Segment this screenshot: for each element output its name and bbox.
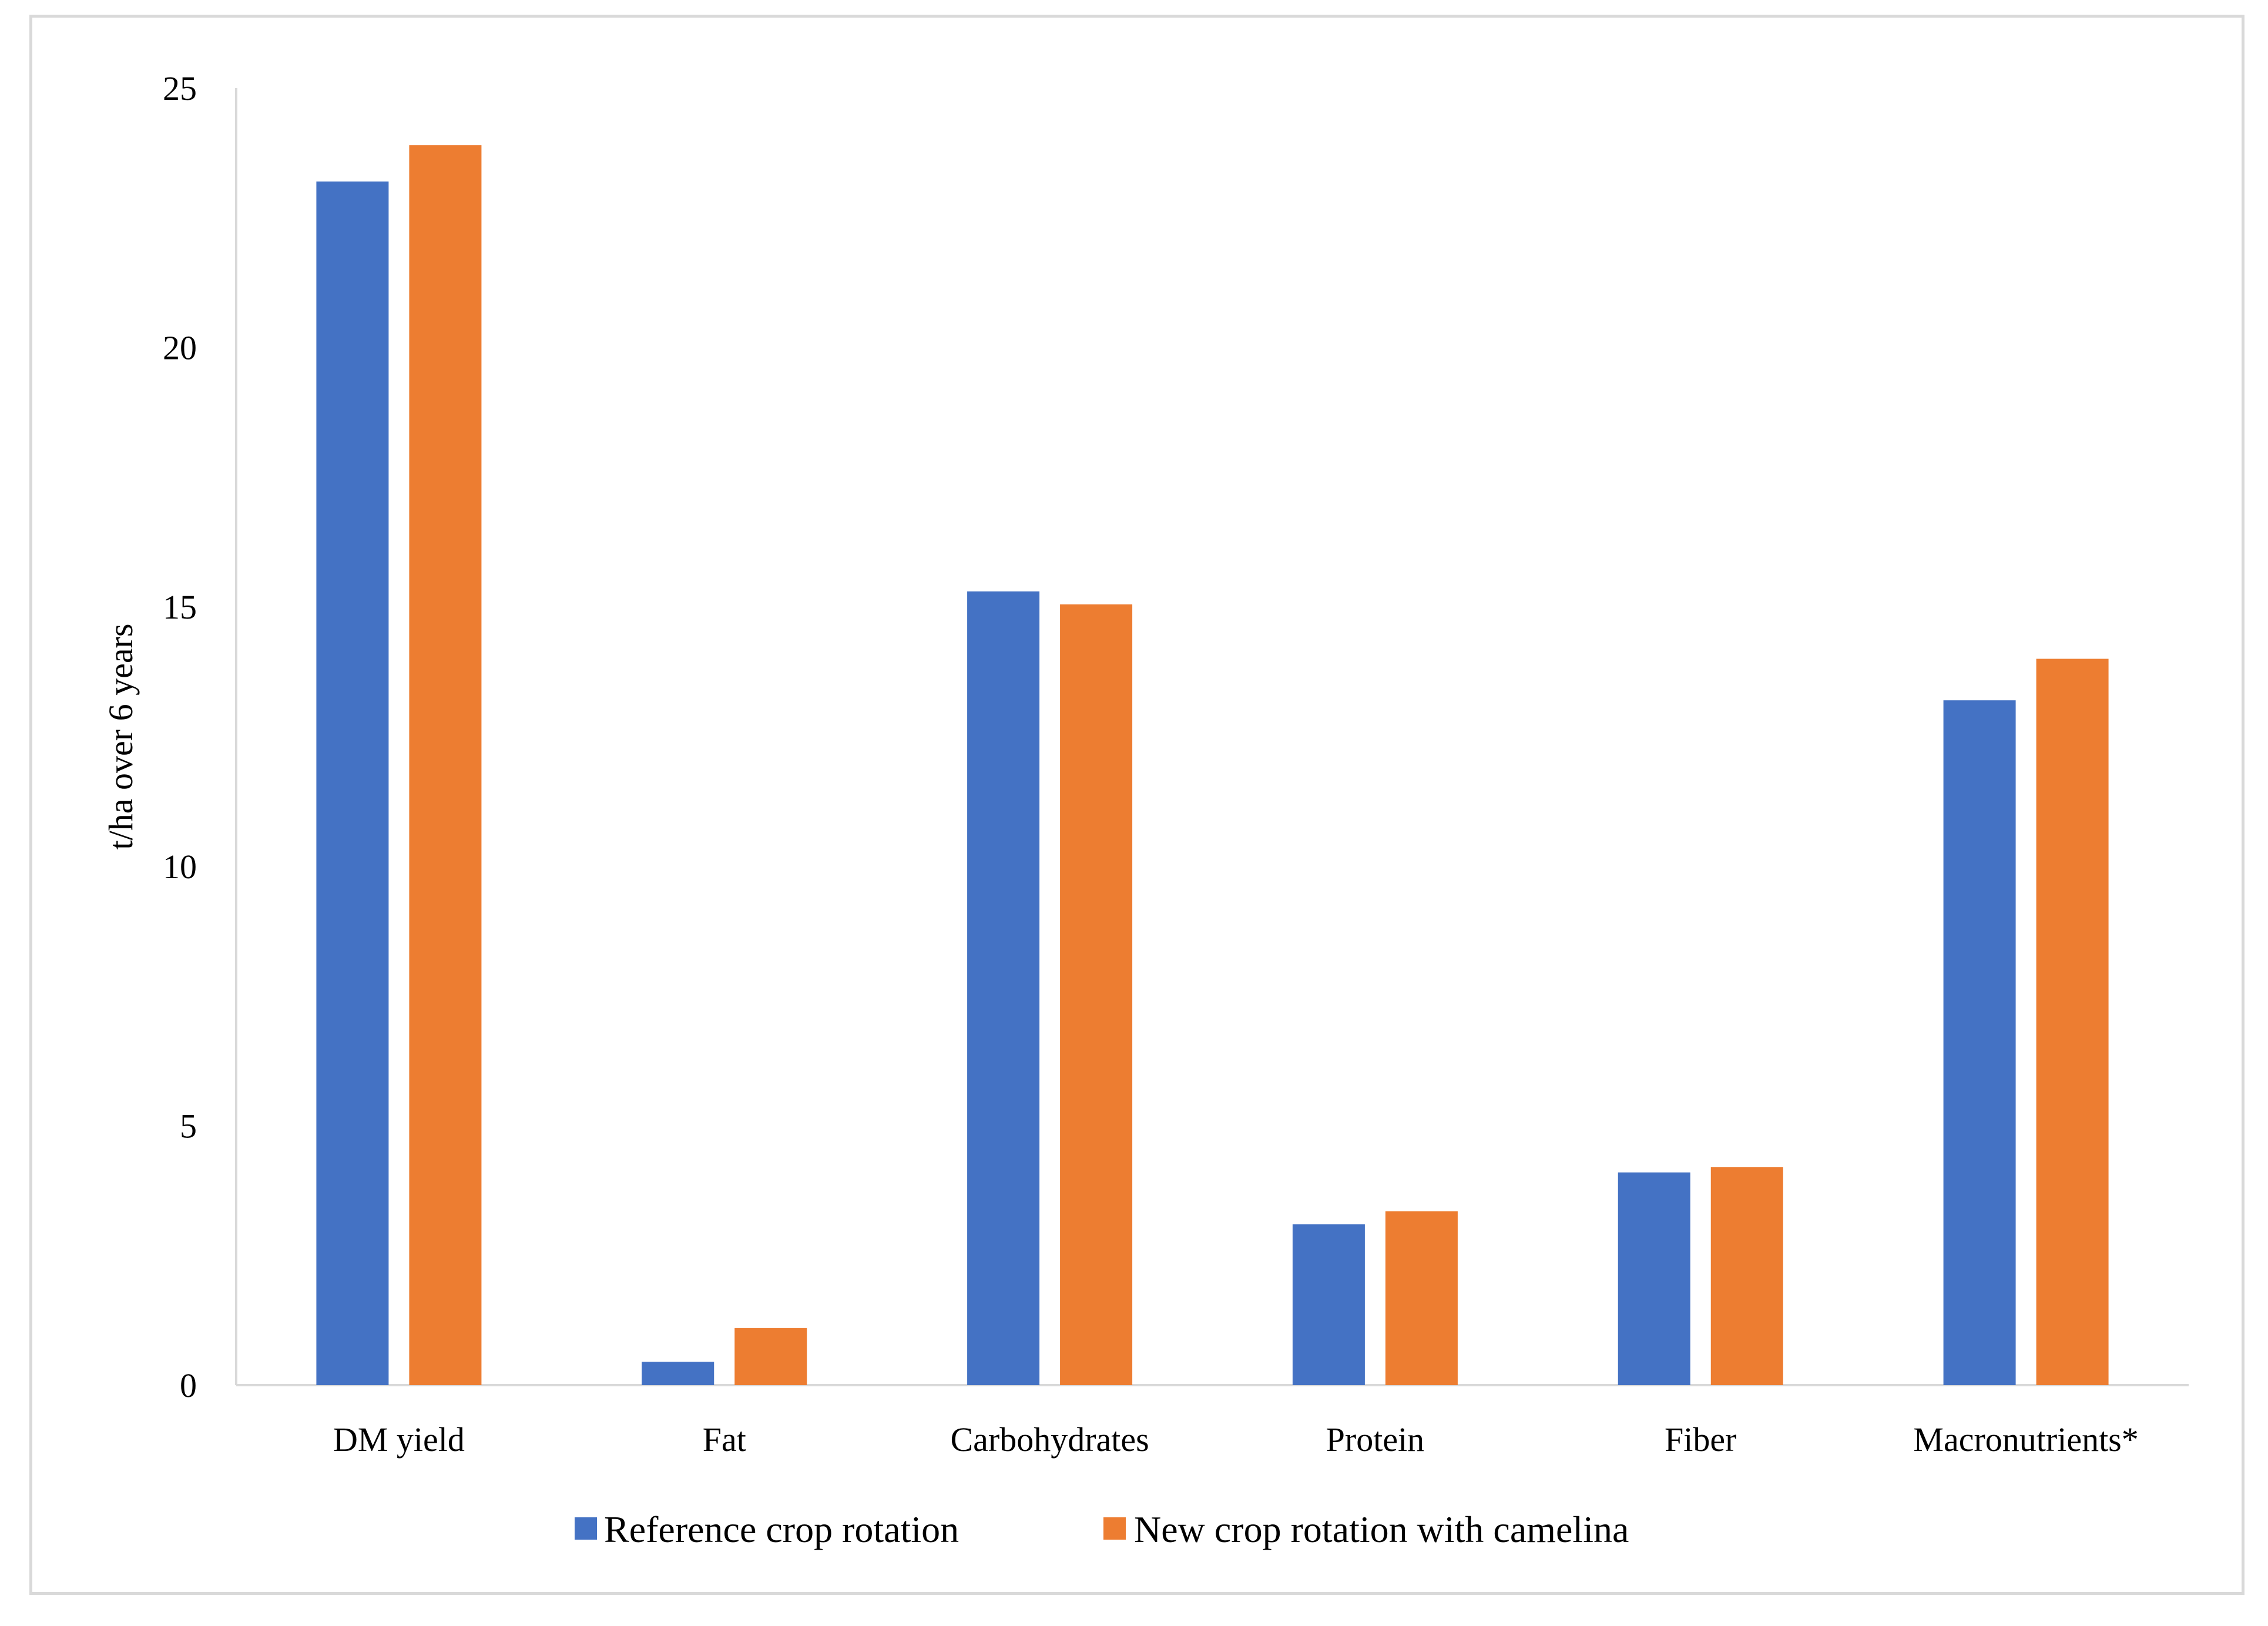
x-category-label: Protein bbox=[1326, 1420, 1425, 1459]
x-category-label: Macronutrients* bbox=[1913, 1420, 2138, 1459]
legend-label-camelina: New crop rotation with camelina bbox=[1134, 1509, 1629, 1550]
bar-reference-2 bbox=[967, 591, 1040, 1385]
legend-label-reference: Reference crop rotation bbox=[604, 1509, 959, 1550]
bar-reference-4 bbox=[1618, 1172, 1690, 1385]
bar-reference-0 bbox=[316, 181, 389, 1385]
bar-camelina-0 bbox=[409, 145, 482, 1385]
x-category-label: Fiber bbox=[1665, 1420, 1736, 1459]
x-category-label: Carbohydrates bbox=[950, 1420, 1149, 1459]
x-category-label: DM yield bbox=[333, 1420, 465, 1459]
bar-camelina-4 bbox=[1710, 1167, 1783, 1385]
y-tick-label: 0 bbox=[180, 1366, 197, 1405]
bar-reference-5 bbox=[1943, 700, 2016, 1385]
x-axis-labels: DM yield Fat Carbohydrates Protein Fiber Macr… bbox=[333, 1420, 2139, 1459]
bar-reference-3 bbox=[1292, 1224, 1365, 1385]
legend-swatch-camelina bbox=[1103, 1517, 1126, 1540]
bar-camelina-5 bbox=[2036, 659, 2109, 1385]
y-tick-label: 15 bbox=[163, 588, 197, 626]
bar-camelina-2 bbox=[1060, 604, 1133, 1385]
x-category-label: Fat bbox=[703, 1420, 746, 1459]
bar-camelina-1 bbox=[734, 1328, 807, 1385]
y-axis-ticks: 0 5 10 15 20 25 bbox=[163, 69, 197, 1405]
bar-camelina-3 bbox=[1385, 1211, 1458, 1385]
y-tick-label: 25 bbox=[163, 69, 197, 107]
y-tick-label: 10 bbox=[163, 848, 197, 886]
chart-frame bbox=[29, 15, 2244, 1595]
bar-series bbox=[316, 145, 2109, 1385]
y-axis-title: t/ha over 6 years bbox=[102, 624, 140, 850]
y-tick-label: 5 bbox=[180, 1107, 197, 1145]
legend-swatch-reference bbox=[575, 1517, 597, 1540]
legend: Reference crop rotation New crop rotation… bbox=[575, 1509, 1629, 1550]
bar-reference-1 bbox=[642, 1362, 714, 1385]
y-tick-label: 20 bbox=[163, 329, 197, 367]
